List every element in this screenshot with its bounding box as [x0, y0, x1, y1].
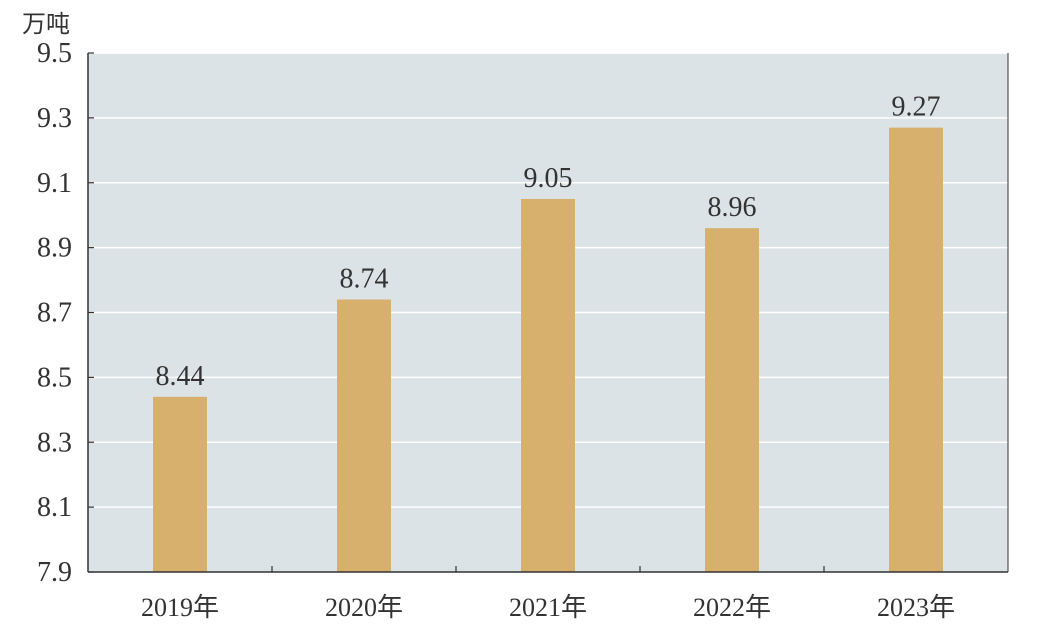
bar-2022年: [705, 228, 759, 572]
x-tick-label: 2021年: [509, 593, 587, 622]
value-label: 9.27: [892, 92, 941, 123]
y-tick-label: 9.3: [37, 103, 72, 134]
value-labels: 8.44 8.74 9.05 8.96 9.27: [156, 92, 941, 392]
y-tick-label: 8.7: [37, 298, 72, 329]
y-tick-label: 9.1: [37, 168, 72, 199]
value-label: 8.96: [708, 192, 757, 223]
value-label: 8.74: [340, 264, 389, 295]
y-tick-label: 8.3: [37, 427, 72, 458]
value-label: 8.44: [156, 361, 205, 392]
x-tick-labels: 2019年 2020年 2021年 2022年 2023年: [141, 593, 955, 622]
x-tick-label: 2022年: [693, 593, 771, 622]
bars: [153, 127, 943, 572]
axes: [87, 52, 1009, 573]
y-tick-label: 8.9: [37, 233, 72, 264]
y-axis-unit-label: 万吨: [22, 10, 70, 38]
y-tick-label: 7.9: [37, 557, 72, 588]
y-tick-label: 8.5: [37, 362, 72, 393]
bar-2021年: [521, 198, 575, 572]
x-tick-label: 2019年: [141, 593, 219, 622]
y-tick-label: 8.1: [37, 492, 72, 523]
bar-2023年: [889, 127, 943, 572]
y-tick-labels: 7.9 8.1 8.3 8.5 8.7 8.9 9.1 9.3 9.5: [37, 38, 72, 588]
x-tick-label: 2020年: [325, 593, 403, 622]
bar-2020年: [337, 299, 391, 572]
x-tick-label: 2023年: [877, 593, 955, 622]
y-tick-label: 9.5: [37, 38, 72, 69]
value-label: 9.05: [524, 163, 573, 194]
bar-2019年: [153, 396, 207, 572]
